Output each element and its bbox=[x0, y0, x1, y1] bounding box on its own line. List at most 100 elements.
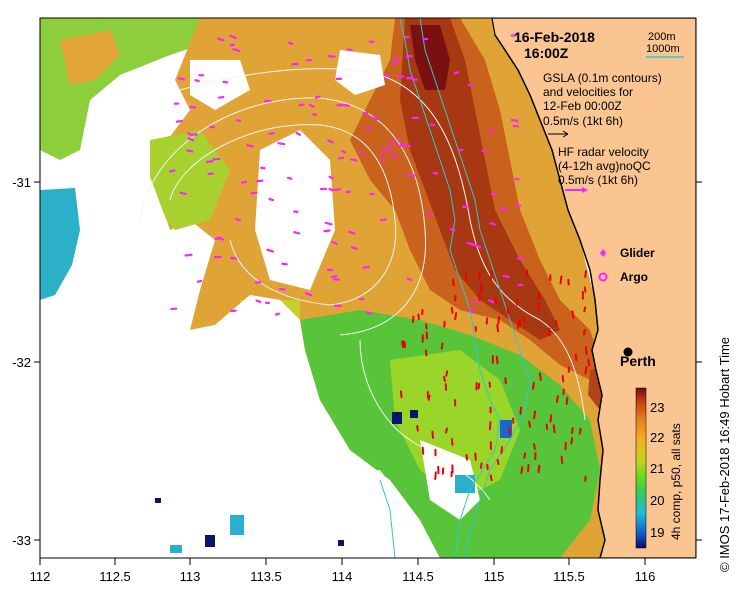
argo-legend-label: Argo bbox=[620, 270, 648, 284]
x-tick-label: 113.5 bbox=[250, 569, 282, 584]
gsla-velocity-arrow bbox=[330, 189, 333, 190]
hf-radar-arrow bbox=[520, 408, 521, 414]
hf-radar-arrow bbox=[527, 271, 528, 277]
colorbar-tick: 19 bbox=[650, 525, 664, 540]
gsla-velocity-arrow bbox=[237, 120, 240, 121]
y-tick-label: -33 bbox=[12, 533, 31, 548]
hf-radar-arrow bbox=[442, 344, 443, 349]
gsla-velocity-arrow bbox=[170, 170, 174, 171]
gsla-velocity-arrow bbox=[236, 219, 240, 220]
gsla-velocity-arrow bbox=[408, 278, 412, 279]
hf-radar-arrow bbox=[453, 280, 454, 285]
gsla-velocity-arrow bbox=[177, 121, 182, 122]
gsla-velocity-arrow bbox=[398, 145, 404, 146]
hf-radar-arrow bbox=[524, 454, 525, 458]
x-tick-label: 112 bbox=[30, 569, 51, 584]
hf-radar-arrow bbox=[508, 308, 509, 313]
hf-radar-arrow bbox=[435, 472, 436, 479]
hf-radar-arrow bbox=[498, 317, 499, 324]
gsla-velocity-arrow bbox=[471, 244, 476, 245]
hf-radar-arrow bbox=[521, 467, 522, 473]
gsla-velocity-arrow bbox=[279, 143, 285, 144]
x-tick-label: 115.5 bbox=[553, 569, 585, 584]
x-tick-label: 115 bbox=[484, 569, 505, 584]
hf-radar-arrow bbox=[562, 457, 563, 463]
gsla-velocity-arrow bbox=[288, 178, 291, 179]
gsla-velocity-arrow bbox=[187, 150, 192, 151]
hf-radar-arrow bbox=[413, 317, 414, 323]
gsla-velocity-arrow bbox=[252, 193, 257, 194]
hf-radar-arrow bbox=[452, 308, 453, 313]
gsla-velocity-arrow bbox=[190, 107, 194, 108]
gsla-velocity-arrow bbox=[219, 97, 223, 98]
hf-radar-arrow bbox=[572, 428, 573, 433]
hf-radar-arrow bbox=[455, 296, 456, 301]
map-time: 16:00Z bbox=[524, 45, 569, 61]
glider-legend-label: Glider bbox=[620, 246, 655, 260]
gsla-velocity-arrow bbox=[297, 133, 300, 135]
city-label: Perth bbox=[620, 353, 656, 369]
hf-radar-arrow bbox=[497, 357, 498, 363]
gsla-velocity-arrow bbox=[195, 80, 198, 81]
x-tick-label: 114.5 bbox=[402, 569, 434, 584]
gsla-velocity-arrow bbox=[463, 206, 468, 207]
gsla-velocity-arrow bbox=[390, 142, 393, 143]
gsla-velocity-arrow bbox=[395, 59, 399, 60]
hf-radar-arrow bbox=[563, 376, 564, 381]
gsla-velocity-arrow bbox=[351, 159, 357, 160]
gsla-velocity-arrow bbox=[372, 118, 377, 119]
gsla-velocity-arrow bbox=[491, 223, 495, 224]
gsla-velocity-arrow bbox=[504, 276, 509, 277]
gsla-velocity-arrow bbox=[328, 56, 334, 57]
hf-radar-arrow bbox=[517, 300, 518, 305]
hf-radar-arrow bbox=[534, 412, 535, 419]
hf-radar-arrow bbox=[418, 315, 419, 319]
hf-radar-arrow bbox=[491, 272, 492, 278]
colorbar-tick: 21 bbox=[650, 461, 664, 476]
hf-radar-arrow bbox=[491, 476, 492, 480]
hf-radar-arrow bbox=[538, 466, 539, 472]
hf-radar-arrow bbox=[539, 293, 540, 299]
hf-radar-arrow bbox=[479, 384, 480, 388]
gsla-velocity-arrow bbox=[330, 177, 333, 179]
gsla-velocity-arrow bbox=[257, 301, 261, 302]
hf-radar-arrow bbox=[534, 444, 535, 449]
hf-radar-arrow bbox=[446, 428, 447, 432]
hf-radar-arrow bbox=[557, 396, 558, 402]
gsla-velocity-arrow bbox=[387, 147, 392, 148]
x-tick-label: 112.5 bbox=[99, 569, 131, 584]
hf-radar-arrow bbox=[432, 432, 433, 438]
hf-radar-arrow bbox=[495, 298, 496, 303]
hf-radar-arrow bbox=[528, 465, 529, 471]
gsla-velocity-arrow bbox=[289, 43, 292, 44]
gsla-velocity-arrow bbox=[451, 229, 455, 230]
hf-radar-arrow bbox=[576, 355, 577, 360]
gsla-velocity-arrow bbox=[265, 101, 270, 102]
gsla-velocity-arrow bbox=[405, 145, 410, 146]
gsla-velocity-arrow bbox=[345, 105, 349, 106]
gsla-velocity-arrow bbox=[207, 161, 212, 162]
hf-radar-arrow bbox=[533, 383, 534, 389]
gsla-velocity-arrow bbox=[316, 97, 320, 98]
gsla-velocity-arrow bbox=[300, 105, 304, 106]
gsla-velocity-arrow bbox=[455, 72, 458, 73]
gsla-velocity-arrow bbox=[231, 258, 236, 259]
gsla-velocity-arrow bbox=[269, 133, 273, 134]
hf-radar-arrow bbox=[529, 422, 530, 427]
gsla-velocity-arrow bbox=[398, 76, 404, 77]
hf-radar-arrow bbox=[584, 330, 585, 334]
x-tick-label: 113 bbox=[180, 569, 201, 584]
gsla-velocity-arrow bbox=[408, 175, 414, 176]
x-tick-label: 116 bbox=[635, 569, 656, 584]
depth-200m-label: 200m bbox=[648, 31, 676, 43]
gsla-velocity-arrow bbox=[384, 75, 389, 76]
hf-legend-line1: HF radar velocity bbox=[558, 145, 649, 159]
hf-radar-arrow bbox=[523, 317, 524, 322]
gsla-velocity-arrow bbox=[179, 78, 184, 79]
gsla-velocity-arrow bbox=[482, 151, 486, 152]
colorbar bbox=[636, 388, 646, 548]
hf-radar-arrow bbox=[550, 415, 551, 421]
hf-radar-arrow bbox=[571, 438, 572, 443]
hf-radar-arrow bbox=[585, 287, 586, 291]
